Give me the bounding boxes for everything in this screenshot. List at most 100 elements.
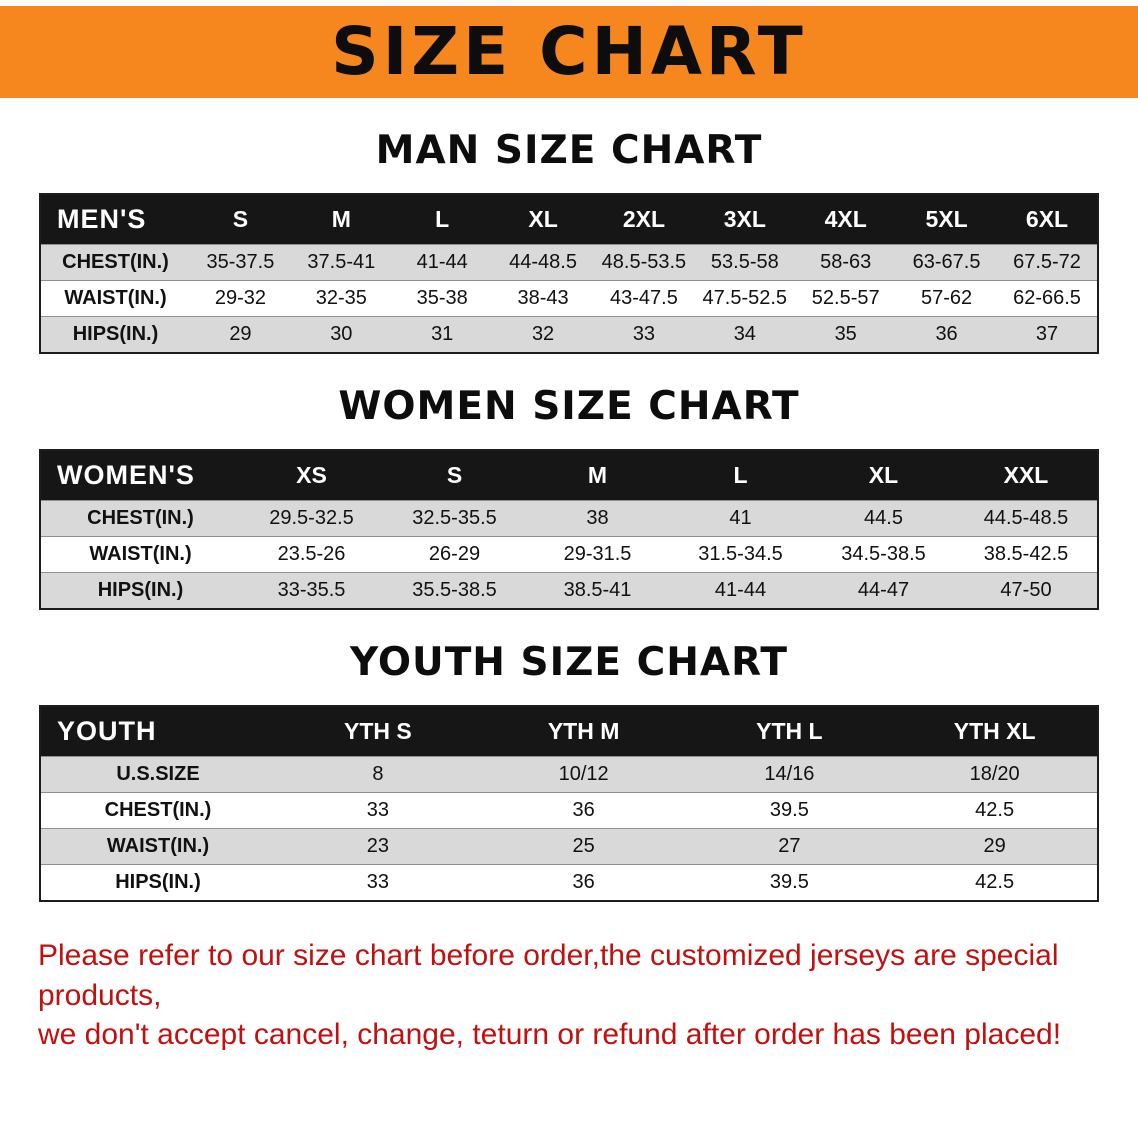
measurement-value: 25	[480, 828, 687, 865]
measurement-value: 41	[669, 500, 812, 537]
measurement-value: 58-63	[795, 244, 897, 281]
size-chart-banner: SIZE CHART	[0, 0, 1138, 98]
measurement-value: 63-67.5	[896, 244, 997, 281]
measurement-value: 35-37.5	[190, 244, 291, 281]
measurement-value: 36	[480, 864, 687, 901]
size-column-header: S	[190, 194, 291, 245]
measurement-value: 35	[795, 316, 897, 353]
measurement-label: HIPS(IN.)	[40, 572, 240, 609]
size-column-header: 5XL	[896, 194, 997, 245]
youth-size-section: YOUTH SIZE CHART YOUTH YTH S YTH M YTH L YTH…	[0, 640, 1138, 902]
measurement-value: 44-47	[812, 572, 955, 609]
size-column-header: 6XL	[997, 194, 1098, 245]
measurement-value: 29.5-32.5	[240, 500, 383, 537]
measurement-value: 10/12	[480, 756, 687, 793]
disclaimer-line-1: Please refer to our size chart before or…	[38, 939, 1059, 1012]
size-column-header: XL	[492, 194, 594, 245]
youth-size-table: YOUTH YTH S YTH M YTH L YTH XL U.S.SIZE 8 10/1…	[39, 705, 1099, 902]
measurement-value: 33-35.5	[240, 572, 383, 609]
table-row: CHEST(IN.) 35-37.5 37.5-41 41-44 44-48.5 48.5…	[40, 244, 1098, 281]
measurement-value: 29-31.5	[526, 536, 669, 573]
measurement-value: 31.5-34.5	[669, 536, 812, 573]
measurement-value: 38.5-41	[526, 572, 669, 609]
measurement-value: 14/16	[686, 756, 893, 793]
size-column-header: XXL	[955, 450, 1098, 501]
measurement-value: 67.5-72	[997, 244, 1098, 281]
men-size-section: MAN SIZE CHART MEN'S S M L XL 2XL 3XL 4XL 5XL 6XL…	[0, 128, 1138, 354]
measurement-value: 41-44	[669, 572, 812, 609]
measurement-value: 53.5-58	[694, 244, 796, 281]
measurement-value: 32	[492, 316, 594, 353]
table-row: U.S.SIZE 8 10/12 14/16 18/20	[40, 756, 1098, 793]
measurement-value: 36	[896, 316, 997, 353]
measurement-value: 42.5	[892, 864, 1098, 901]
measurement-value: 39.5	[686, 792, 893, 829]
measurement-label: CHEST(IN.)	[40, 244, 190, 281]
table-row: WAIST(IN.) 29-32 32-35 35-38 38-43 43-47.5 47.…	[40, 280, 1098, 317]
size-column-header: M	[290, 194, 392, 245]
size-column-header: YTH S	[275, 706, 481, 757]
measurement-value: 32-35	[290, 280, 392, 317]
table-corner-label: YOUTH	[40, 706, 275, 757]
measurement-value: 33	[275, 864, 481, 901]
measurement-value: 57-62	[896, 280, 997, 317]
size-column-header: YTH L	[686, 706, 893, 757]
men-size-table: MEN'S S M L XL 2XL 3XL 4XL 5XL 6XL CHEST(IN.) 35-3…	[39, 193, 1099, 354]
measurement-value: 47-50	[955, 572, 1098, 609]
disclaimer-line-2: we don't accept cancel, change, teturn o…	[38, 1018, 1062, 1052]
measurement-value: 8	[275, 756, 481, 793]
measurement-value: 27	[686, 828, 893, 865]
measurement-value: 29	[892, 828, 1098, 865]
measurement-value: 35.5-38.5	[383, 572, 526, 609]
women-size-section: WOMEN SIZE CHART WOMEN'S XS S M L XL XXL CHEST…	[0, 384, 1138, 610]
size-column-header: 3XL	[694, 194, 796, 245]
youth-table-header-row: YOUTH YTH S YTH M YTH L YTH XL	[40, 706, 1098, 757]
measurement-label: CHEST(IN.)	[40, 792, 275, 829]
table-row: HIPS(IN.) 29 30 31 32 33 34 35 36 37	[40, 316, 1098, 353]
measurement-value: 29-32	[190, 280, 291, 317]
youth-section-title: YOUTH SIZE CHART	[350, 640, 788, 685]
table-row: HIPS(IN.) 33 36 39.5 42.5	[40, 864, 1098, 901]
measurement-value: 30	[290, 316, 392, 353]
measurement-value: 31	[391, 316, 493, 353]
measurement-value: 42.5	[892, 792, 1098, 829]
men-table-header-row: MEN'S S M L XL 2XL 3XL 4XL 5XL 6XL	[40, 194, 1098, 245]
measurement-value: 43-47.5	[593, 280, 695, 317]
measurement-value: 33	[275, 792, 481, 829]
size-column-header: S	[383, 450, 526, 501]
measurement-label: HIPS(IN.)	[40, 316, 190, 353]
table-row: HIPS(IN.) 33-35.5 35.5-38.5 38.5-41 41-44 44-…	[40, 572, 1098, 609]
size-column-header: 4XL	[795, 194, 897, 245]
measurement-label: U.S.SIZE	[40, 756, 275, 793]
measurement-value: 33	[593, 316, 695, 353]
size-column-header: XL	[812, 450, 955, 501]
measurement-value: 44.5	[812, 500, 955, 537]
women-section-title: WOMEN SIZE CHART	[338, 384, 800, 429]
men-section-title: MAN SIZE CHART	[375, 128, 763, 173]
measurement-value: 29	[190, 316, 291, 353]
measurement-value: 38	[526, 500, 669, 537]
measurement-label: HIPS(IN.)	[40, 864, 275, 901]
measurement-value: 34.5-38.5	[812, 536, 955, 573]
table-row: WAIST(IN.) 23 25 27 29	[40, 828, 1098, 865]
measurement-value: 23.5-26	[240, 536, 383, 573]
measurement-value: 18/20	[892, 756, 1098, 793]
size-column-header: YTH M	[480, 706, 687, 757]
measurement-value: 37	[997, 316, 1098, 353]
size-column-header: XS	[240, 450, 383, 501]
measurement-value: 39.5	[686, 864, 893, 901]
measurement-label: WAIST(IN.)	[40, 280, 190, 317]
measurement-value: 26-29	[383, 536, 526, 573]
measurement-label: CHEST(IN.)	[40, 500, 240, 537]
size-column-header: M	[526, 450, 669, 501]
measurement-value: 38.5-42.5	[955, 536, 1098, 573]
table-row: CHEST(IN.) 33 36 39.5 42.5	[40, 792, 1098, 829]
measurement-value: 37.5-41	[290, 244, 392, 281]
page-title: SIZE CHART	[331, 13, 807, 90]
size-column-header: 2XL	[593, 194, 695, 245]
size-column-header: YTH XL	[892, 706, 1098, 757]
women-size-table: WOMEN'S XS S M L XL XXL CHEST(IN.) 29.5-32.5 32.…	[39, 449, 1099, 610]
measurement-value: 62-66.5	[997, 280, 1098, 317]
measurement-value: 52.5-57	[795, 280, 897, 317]
